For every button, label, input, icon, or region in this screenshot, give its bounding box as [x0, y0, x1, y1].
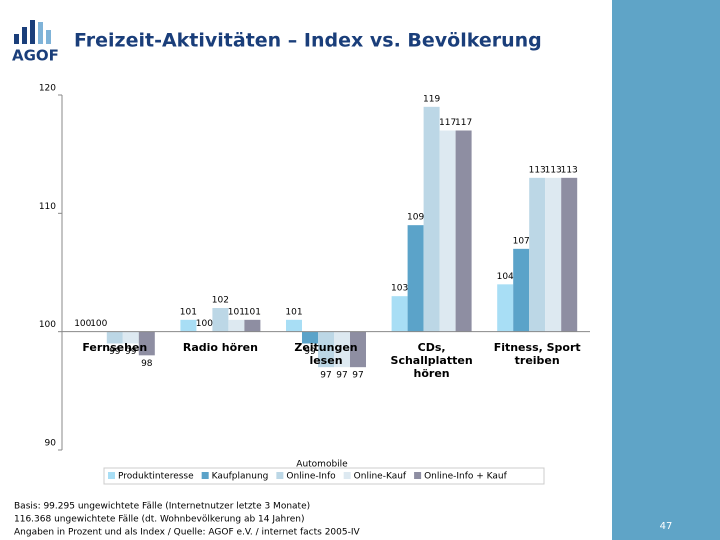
- value-label: 109: [407, 213, 424, 223]
- y-tick-label: 110: [39, 202, 56, 212]
- value-label: 113: [561, 165, 578, 175]
- bar: [334, 331, 350, 368]
- chart-title: Freizeit-Aktivitäten – Index vs. Bevölke…: [74, 30, 542, 52]
- value-label: 97: [320, 371, 331, 381]
- bar: [513, 248, 530, 332]
- value-label: 102: [212, 296, 229, 306]
- x-tick-label: Radio hören: [182, 340, 258, 354]
- value-label: 101: [228, 307, 245, 317]
- x-tick-label: Fernsehen: [82, 340, 148, 354]
- sidebar: [612, 0, 720, 540]
- bar: [529, 177, 546, 332]
- bar: [391, 296, 408, 332]
- bar: [302, 331, 318, 344]
- y-tick-label: 90: [45, 439, 57, 449]
- value-label: 100: [74, 319, 91, 329]
- value-label: 97: [352, 371, 363, 381]
- bar: [350, 331, 366, 368]
- legend-label: Produktinteresse: [118, 472, 194, 482]
- value-label: 98: [141, 359, 153, 369]
- annotation: Automobile: [296, 460, 348, 470]
- legend-label: Online-Info + Kauf: [424, 472, 508, 482]
- value-label: 101: [180, 307, 197, 317]
- value-label: 101: [285, 307, 302, 317]
- y-tick-label: 100: [39, 320, 56, 330]
- logo-icon: [14, 20, 51, 44]
- value-label: 100: [196, 319, 213, 329]
- legend-swatch: [276, 472, 284, 479]
- legend-swatch: [343, 472, 351, 479]
- bar: [497, 284, 514, 332]
- bar: [561, 177, 578, 332]
- value-label: 103: [391, 284, 408, 294]
- x-tick-label: CDs, Schallplatten hören: [390, 340, 473, 380]
- bar: [545, 177, 562, 332]
- bar: [138, 331, 155, 356]
- x-tick-label: Fitness, Sport treiben: [493, 340, 581, 367]
- bar: [455, 130, 472, 332]
- legend-label: Kaufplanung: [212, 472, 269, 482]
- bar: [122, 331, 139, 344]
- value-label: 99: [304, 347, 316, 357]
- bar: [244, 319, 261, 332]
- value-label: 113: [529, 165, 546, 175]
- value-label: 119: [423, 94, 440, 104]
- footer-line: Angaben in Prozent und als Index / Quell…: [14, 528, 360, 538]
- value-label: 101: [244, 307, 261, 317]
- footer-line: 116.368 ungewichtete Fälle (dt. Wohnbevö…: [14, 515, 305, 525]
- logo: AGOF: [12, 47, 59, 65]
- bar: [212, 308, 229, 332]
- legend-label: Online-Info: [286, 472, 336, 482]
- y-tick-label: 120: [39, 84, 56, 94]
- bar: [180, 319, 197, 332]
- value-label: 97: [336, 371, 347, 381]
- bar: [106, 331, 123, 344]
- value-label: 99: [125, 347, 137, 357]
- page-number: 47: [660, 521, 673, 532]
- value-label: 117: [455, 118, 472, 128]
- footer-line: Basis: 99.295 ungewichtete Fälle (Intern…: [14, 502, 310, 512]
- bar: [423, 106, 440, 332]
- legend-box: [103, 467, 545, 485]
- value-label: 113: [545, 165, 562, 175]
- legend-swatch: [108, 472, 115, 479]
- legend-swatch: [201, 472, 209, 479]
- value-label: 107: [513, 236, 530, 246]
- value-label: 104: [497, 272, 514, 282]
- bar: [407, 225, 424, 332]
- x-tick-label: Zeitungen lesen: [294, 340, 358, 367]
- bar: [318, 331, 334, 368]
- bar: [286, 319, 302, 332]
- bar: [439, 130, 456, 332]
- value-label: 117: [439, 118, 456, 128]
- legend-label: Online-Kauf: [354, 472, 407, 482]
- value-label: 100: [90, 319, 107, 329]
- legend-swatch: [414, 472, 422, 479]
- bar: [228, 319, 245, 332]
- value-label: 99: [109, 347, 121, 357]
